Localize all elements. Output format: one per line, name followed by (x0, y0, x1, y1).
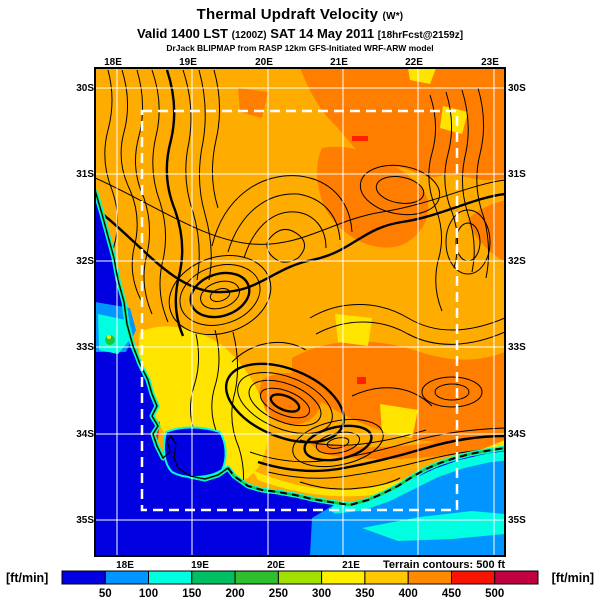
lat-label: 35S (76, 515, 94, 526)
forecast-offset: [18hrFcst@2159z] (377, 30, 464, 41)
lon-label: 21E (342, 560, 360, 571)
colorbar-segment (321, 570, 366, 585)
valid-prefix: Valid 1400 LST (136, 26, 228, 41)
lat-label: 35S (508, 515, 526, 526)
colorbar-segment (61, 570, 106, 585)
strong-lift-patches (238, 68, 505, 460)
lon-label: 19E (179, 57, 197, 68)
colorbar (61, 570, 539, 585)
valid-date: SAT 14 May 2011 (270, 26, 375, 41)
terrain-contour-note: Terrain contours: 500 ft (383, 559, 505, 571)
lon-label: 22E (405, 57, 423, 68)
colorbar-segment (494, 570, 539, 585)
lon-label: 18E (104, 57, 122, 68)
colorbar-tick: 300 (312, 588, 331, 600)
axis-left: 30S 31S 32S 33S 34S 35S (76, 83, 94, 526)
colorbar-segment (148, 570, 193, 585)
lon-label: 18E (116, 560, 134, 571)
colorbar-tick: 100 (139, 588, 158, 600)
lat-label: 33S (76, 342, 94, 353)
inner-domain-box (140, 109, 459, 512)
axis-bottom: 18E 19E 20E 21E (116, 560, 360, 571)
lat-label: 32S (508, 256, 526, 267)
axis-right: 30S 31S 32S 33S 34S 35S (508, 83, 526, 526)
title-main: Thermal Updraft Velocity (196, 6, 379, 23)
atlantic-yellow-spot (107, 335, 111, 339)
lat-label: 30S (508, 83, 526, 94)
colorbar-segment (234, 570, 279, 585)
colorbar-unit-left: [ft/min] (6, 571, 48, 585)
colorbar-tick: 250 (269, 588, 288, 600)
model-attribution: DrJack BLIPMAP from RASP 12km GFS-Initia… (166, 43, 434, 53)
colorbar-tick: 350 (355, 588, 374, 600)
ocean-cyan-wedge (362, 511, 505, 541)
atlantic-cyan-patch (98, 314, 131, 354)
map-frame (94, 67, 506, 557)
coastline (95, 189, 229, 480)
lat-label: 31S (508, 169, 526, 180)
colorbar-ticks: 50 100 150 200 250 300 350 400 450 500 (99, 588, 504, 600)
lon-label: 21E (330, 57, 348, 68)
lat-label: 34S (76, 429, 94, 440)
lon-label: 20E (255, 57, 273, 68)
colorbar-segment (191, 570, 236, 585)
lon-label: 19E (191, 560, 209, 571)
coastline-dashed-south (227, 447, 505, 507)
page-title: Thermal Updraft Velocity (W*) (0, 6, 600, 23)
colorbar-tick: 200 (226, 588, 245, 600)
false-bay (163, 426, 227, 478)
lat-label: 32S (76, 256, 94, 267)
colorbar-segment (407, 570, 453, 585)
lon-label: 20E (267, 560, 285, 571)
title-units: (W*) (382, 11, 404, 22)
colorbar-segment (364, 570, 409, 585)
colorbar-segment (104, 570, 150, 585)
valid-zulu: (1200Z) (231, 30, 267, 41)
lat-label: 30S (76, 83, 94, 94)
colorbar-segment (277, 570, 323, 585)
axis-top: 18E 19E 20E 21E 22E 23E (104, 57, 499, 68)
colorbar-tick: 150 (182, 588, 201, 600)
colorbar-tick: 450 (442, 588, 461, 600)
lat-label: 34S (508, 429, 526, 440)
colorbar-tick: 50 (99, 588, 112, 600)
colorbar-unit-right: [ft/min] (552, 571, 594, 585)
lon-label: 23E (481, 57, 499, 68)
colorbar-segment (451, 570, 496, 585)
colorbar-tick: 400 (399, 588, 418, 600)
ocean-coastal-band (331, 451, 505, 514)
lat-label: 33S (508, 342, 526, 353)
colorbar-tick: 500 (485, 588, 504, 600)
lat-label: 31S (76, 169, 94, 180)
valid-time-line: Valid 1400 LST (1200Z) SAT 14 May 2011 [… (0, 26, 600, 41)
